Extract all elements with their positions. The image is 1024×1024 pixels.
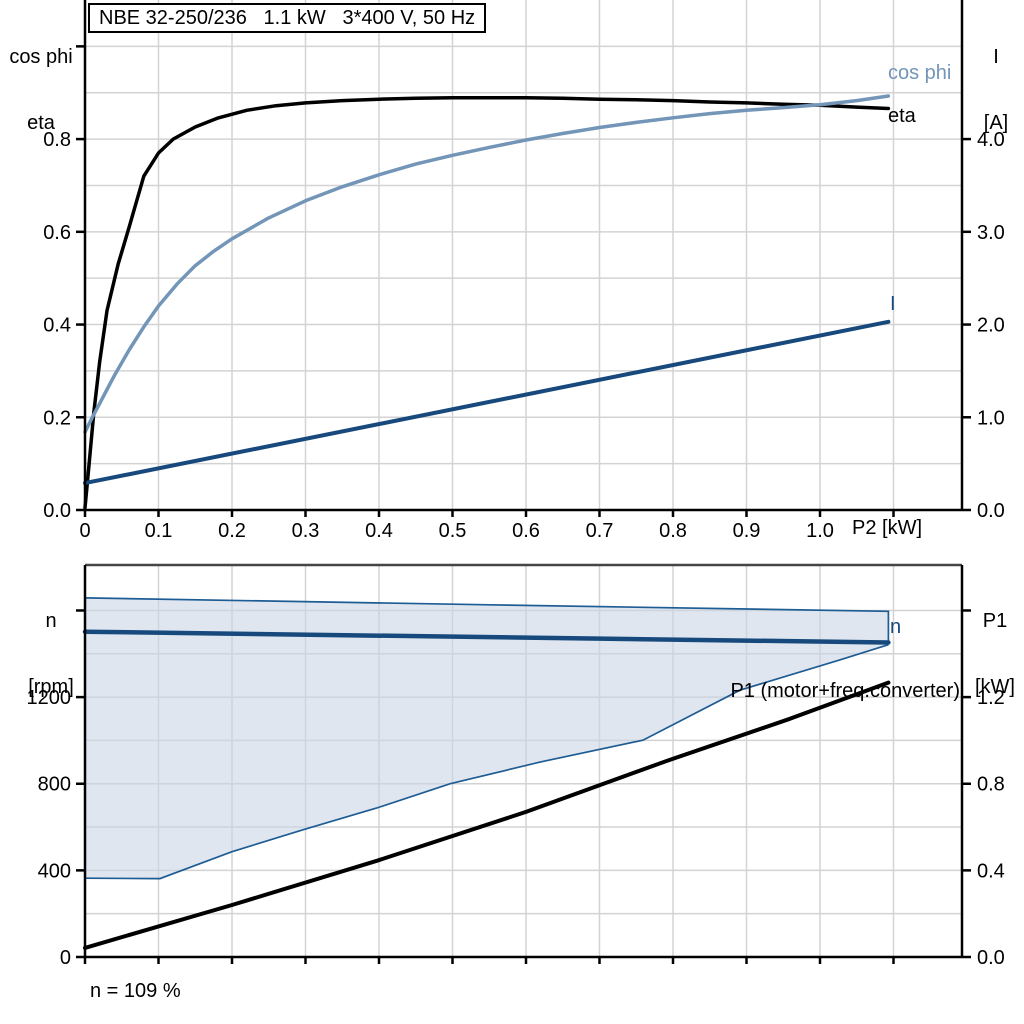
right-tick-label: 3.0	[977, 222, 1005, 244]
right-tick-label: 1.0	[977, 407, 1005, 429]
x-tick-label: 0	[79, 520, 90, 542]
x-tick-label: 0.8	[659, 520, 687, 542]
right-tick-label: 2.0	[977, 315, 1005, 337]
left-tick-label: 1200	[27, 687, 72, 709]
left-tick-label: 0	[60, 947, 71, 969]
top-left-axis-label-line1: cos phi	[9, 46, 73, 68]
pump-title-box: NBE 32-250/236 1.1 kW 3*400 V, 50 Hz	[88, 3, 487, 33]
right-tick-label: 0.8	[977, 774, 1005, 796]
top-left-axis-label-line2: eta	[27, 112, 55, 134]
top-right-axis-label-line1: I	[993, 46, 999, 68]
top-left-axis-label: cos phi eta	[4, 2, 78, 178]
right-tick-label: 0.0	[977, 947, 1005, 969]
speed-envelope-area	[85, 597, 889, 879]
speed-percentage-note: n = 109 %	[90, 980, 181, 1002]
right-tick-label: 4.0	[977, 129, 1005, 151]
eta-series-label: eta	[888, 105, 916, 127]
x-tick-label: 1.0	[806, 520, 834, 542]
current-series-label: I	[890, 293, 896, 315]
left-tick-label: 0.6	[43, 222, 71, 244]
p1-series-label: P1 (motor+freq.converter)	[730, 680, 960, 702]
cos-phi-series-label: cos phi	[888, 62, 952, 84]
left-tick-label: 800	[38, 774, 71, 796]
left-tick-label: 0.2	[43, 407, 71, 429]
right-tick-label: 0.4	[977, 860, 1005, 882]
current-curve	[83, 319, 891, 486]
x-tick-label: 0.7	[586, 520, 614, 542]
x-axis-unit-label: P2 [kW]	[852, 517, 923, 539]
x-tick-label: 0.5	[439, 520, 467, 542]
n-curve	[82, 629, 891, 645]
speed-series-label: n	[890, 616, 902, 638]
bottom-right-axis-label-line2: [kW]	[975, 676, 1015, 698]
bottom-right-axis-label: P1 [kW]	[968, 566, 1022, 742]
left-tick-label: 0.8	[43, 129, 71, 151]
x-tick-label: 0.4	[365, 520, 393, 542]
left-tick-label: 0.4	[43, 315, 71, 337]
bottom-left-axis-label: n [rpm]	[18, 566, 84, 742]
bottom-left-axis-label-line2: [rpm]	[28, 676, 74, 698]
left-tick-label: 400	[38, 860, 71, 882]
p1-motor-freq-converter-curve	[83, 680, 891, 950]
speed-envelope-upper-boundary	[84, 597, 890, 643]
speed-envelope-lower-boundary	[84, 643, 889, 880]
left-tick-label: 0.0	[43, 500, 71, 522]
bottom-right-axis-label-line1: P1	[982, 610, 1008, 632]
bottom-left-axis-label-line1: n	[45, 610, 57, 632]
top-right-axis-label: I [A]	[974, 2, 1018, 178]
cos-phi-curve	[83, 94, 891, 434]
right-tick-label: 1.2	[977, 687, 1005, 709]
x-tick-label: 0.3	[292, 520, 320, 542]
x-tick-label: 0.6	[512, 520, 540, 542]
x-tick-label: 0.2	[218, 520, 246, 542]
eta-curve	[83, 96, 891, 510]
x-tick-label: 0.9	[733, 520, 761, 542]
x-tick-label: 0.1	[145, 520, 173, 542]
right-tick-label: 0.0	[977, 500, 1005, 522]
bottom-chart: 0 400 800 1200 0.0 0.4 0.8 1.2	[27, 563, 1005, 969]
top-chart: 0.0 0.2 0.4 0.6 0.8 0.0 1.0 2.0 3.0 4.0 0 0.1 0.2 0.3…	[43, 0, 1005, 542]
top-right-axis-label-line2: [A]	[983, 112, 1009, 134]
